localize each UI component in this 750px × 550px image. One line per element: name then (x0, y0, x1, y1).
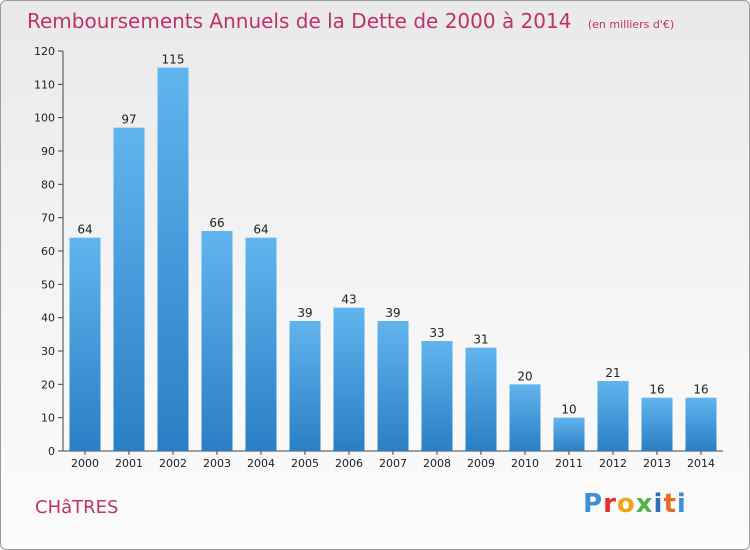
x-tick-label: 2005 (291, 457, 319, 470)
x-tick-label: 2001 (115, 457, 143, 470)
x-tick-label: 2007 (379, 457, 407, 470)
y-tick-label: 30 (41, 345, 55, 358)
bar (245, 237, 277, 451)
x-tick-label: 2012 (599, 457, 627, 470)
x-tick-label: 2009 (467, 457, 495, 470)
axes: 0 10 20 30 40 50 60 70 80 90 100 110 120 2000 2001 2002… (34, 45, 723, 470)
bar (113, 127, 145, 452)
bar-value-label: 43 (341, 293, 356, 307)
x-tick-label: 2003 (203, 457, 231, 470)
bar-value-label: 64 (253, 223, 268, 237)
bar-value-label: 115 (162, 53, 185, 67)
x-tick-label: 2004 (247, 457, 275, 470)
bar (333, 307, 365, 451)
bar (69, 237, 101, 451)
bar-value-label: 31 (473, 333, 488, 347)
bar (377, 321, 409, 451)
y-tick-label: 60 (41, 245, 55, 258)
y-tick-label: 10 (41, 412, 55, 425)
bar (597, 381, 629, 451)
bar-value-label: 33 (429, 326, 444, 340)
bar (289, 321, 321, 451)
x-tick-label: 2010 (511, 457, 539, 470)
x-tick-label: 2006 (335, 457, 363, 470)
bar (685, 397, 717, 451)
y-tick-label: 20 (41, 378, 55, 391)
bar-value-label: 16 (693, 383, 708, 397)
bar-value-label: 66 (209, 216, 224, 230)
bar-value-label: 64 (77, 223, 92, 237)
bar (201, 231, 233, 451)
y-tick-label: 100 (34, 112, 55, 125)
x-tick-label: 2002 (159, 457, 187, 470)
bar (641, 397, 673, 451)
bar (157, 67, 189, 452)
y-tick-label: 110 (34, 78, 55, 91)
y-tick-label: 90 (41, 145, 55, 158)
y-tick-label: 50 (41, 278, 55, 291)
bar-value-label: 39 (297, 306, 312, 320)
bar-value-label: 21 (605, 366, 620, 380)
proxiti-logo: Proxiti (583, 489, 687, 519)
commune-name: CHâTRES (35, 497, 119, 518)
chart-unit: (en milliers d'€) (587, 18, 675, 31)
y-tick-label: 80 (41, 178, 55, 191)
bars: 64 97 115 66 64 39 43 39 33 31 20 10 21 16 16 (69, 53, 717, 452)
x-tick-label: 2008 (423, 457, 451, 470)
bar-value-label: 10 (561, 403, 576, 417)
bar (509, 384, 541, 451)
bar-value-label: 16 (649, 383, 664, 397)
chart-title: Remboursements Annuels de la Dette de 20… (27, 9, 674, 33)
bar (421, 341, 453, 451)
x-tick-label: 2013 (643, 457, 671, 470)
x-tick-label: 2011 (555, 457, 583, 470)
y-tick-label: 0 (48, 445, 55, 458)
bar (553, 417, 585, 451)
x-tick-label: 2000 (71, 457, 99, 470)
bar-value-label: 39 (385, 306, 400, 320)
bar (465, 347, 497, 451)
x-tick-label: 2014 (687, 457, 715, 470)
chart-title-text: Remboursements Annuels de la Dette de 20… (27, 9, 572, 33)
y-tick-label: 120 (34, 45, 55, 58)
bar-value-label: 97 (121, 113, 136, 127)
y-tick-label: 40 (41, 312, 55, 325)
y-tick-label: 70 (41, 212, 55, 225)
bar-value-label: 20 (517, 369, 532, 383)
